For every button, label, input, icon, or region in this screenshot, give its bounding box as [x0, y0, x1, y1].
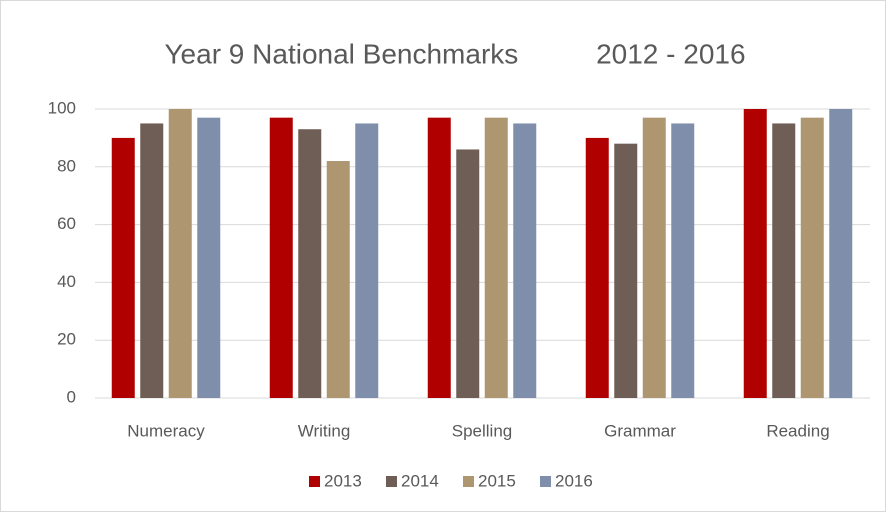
x-tick-label: Writing: [298, 421, 351, 440]
y-tick-label: 100: [48, 98, 76, 117]
legend-swatch: [540, 476, 551, 487]
bar: [772, 123, 796, 398]
bar: [111, 137, 135, 398]
bar: [140, 123, 164, 398]
legend-label: 2015: [478, 471, 516, 490]
bar: [168, 109, 192, 398]
bar: [671, 123, 695, 398]
x-tick-label: Numeracy: [127, 421, 205, 440]
y-tick-label: 60: [57, 214, 76, 233]
x-tick-label: Spelling: [452, 421, 513, 440]
bar: [743, 109, 767, 398]
bar: [298, 129, 322, 399]
legend-swatch: [463, 476, 474, 487]
chart-title: Year 9 National Benchmarks 2012 - 2016: [164, 38, 745, 69]
bar: [326, 161, 350, 398]
legend-label: 2014: [401, 471, 439, 490]
bar: [456, 149, 480, 398]
bar: [427, 117, 451, 399]
bar: [585, 137, 609, 398]
legend-label: 2013: [324, 471, 362, 490]
bar: [800, 117, 824, 399]
bar: [269, 117, 293, 399]
y-tick-label: 0: [67, 387, 76, 406]
legend-swatch: [309, 476, 320, 487]
bar: [355, 123, 379, 398]
y-tick-label: 20: [57, 330, 76, 349]
bar: [614, 143, 638, 398]
x-tick-label: Reading: [766, 421, 829, 440]
bar: [197, 117, 221, 399]
bar: [642, 117, 666, 399]
y-tick-label: 40: [57, 272, 76, 291]
y-tick-label: 80: [57, 156, 76, 175]
legend-label: 2016: [555, 471, 593, 490]
legend-swatch: [386, 476, 397, 487]
bar: [829, 109, 853, 398]
bar: [484, 117, 508, 399]
x-tick-label: Grammar: [604, 421, 676, 440]
bar: [513, 123, 537, 398]
